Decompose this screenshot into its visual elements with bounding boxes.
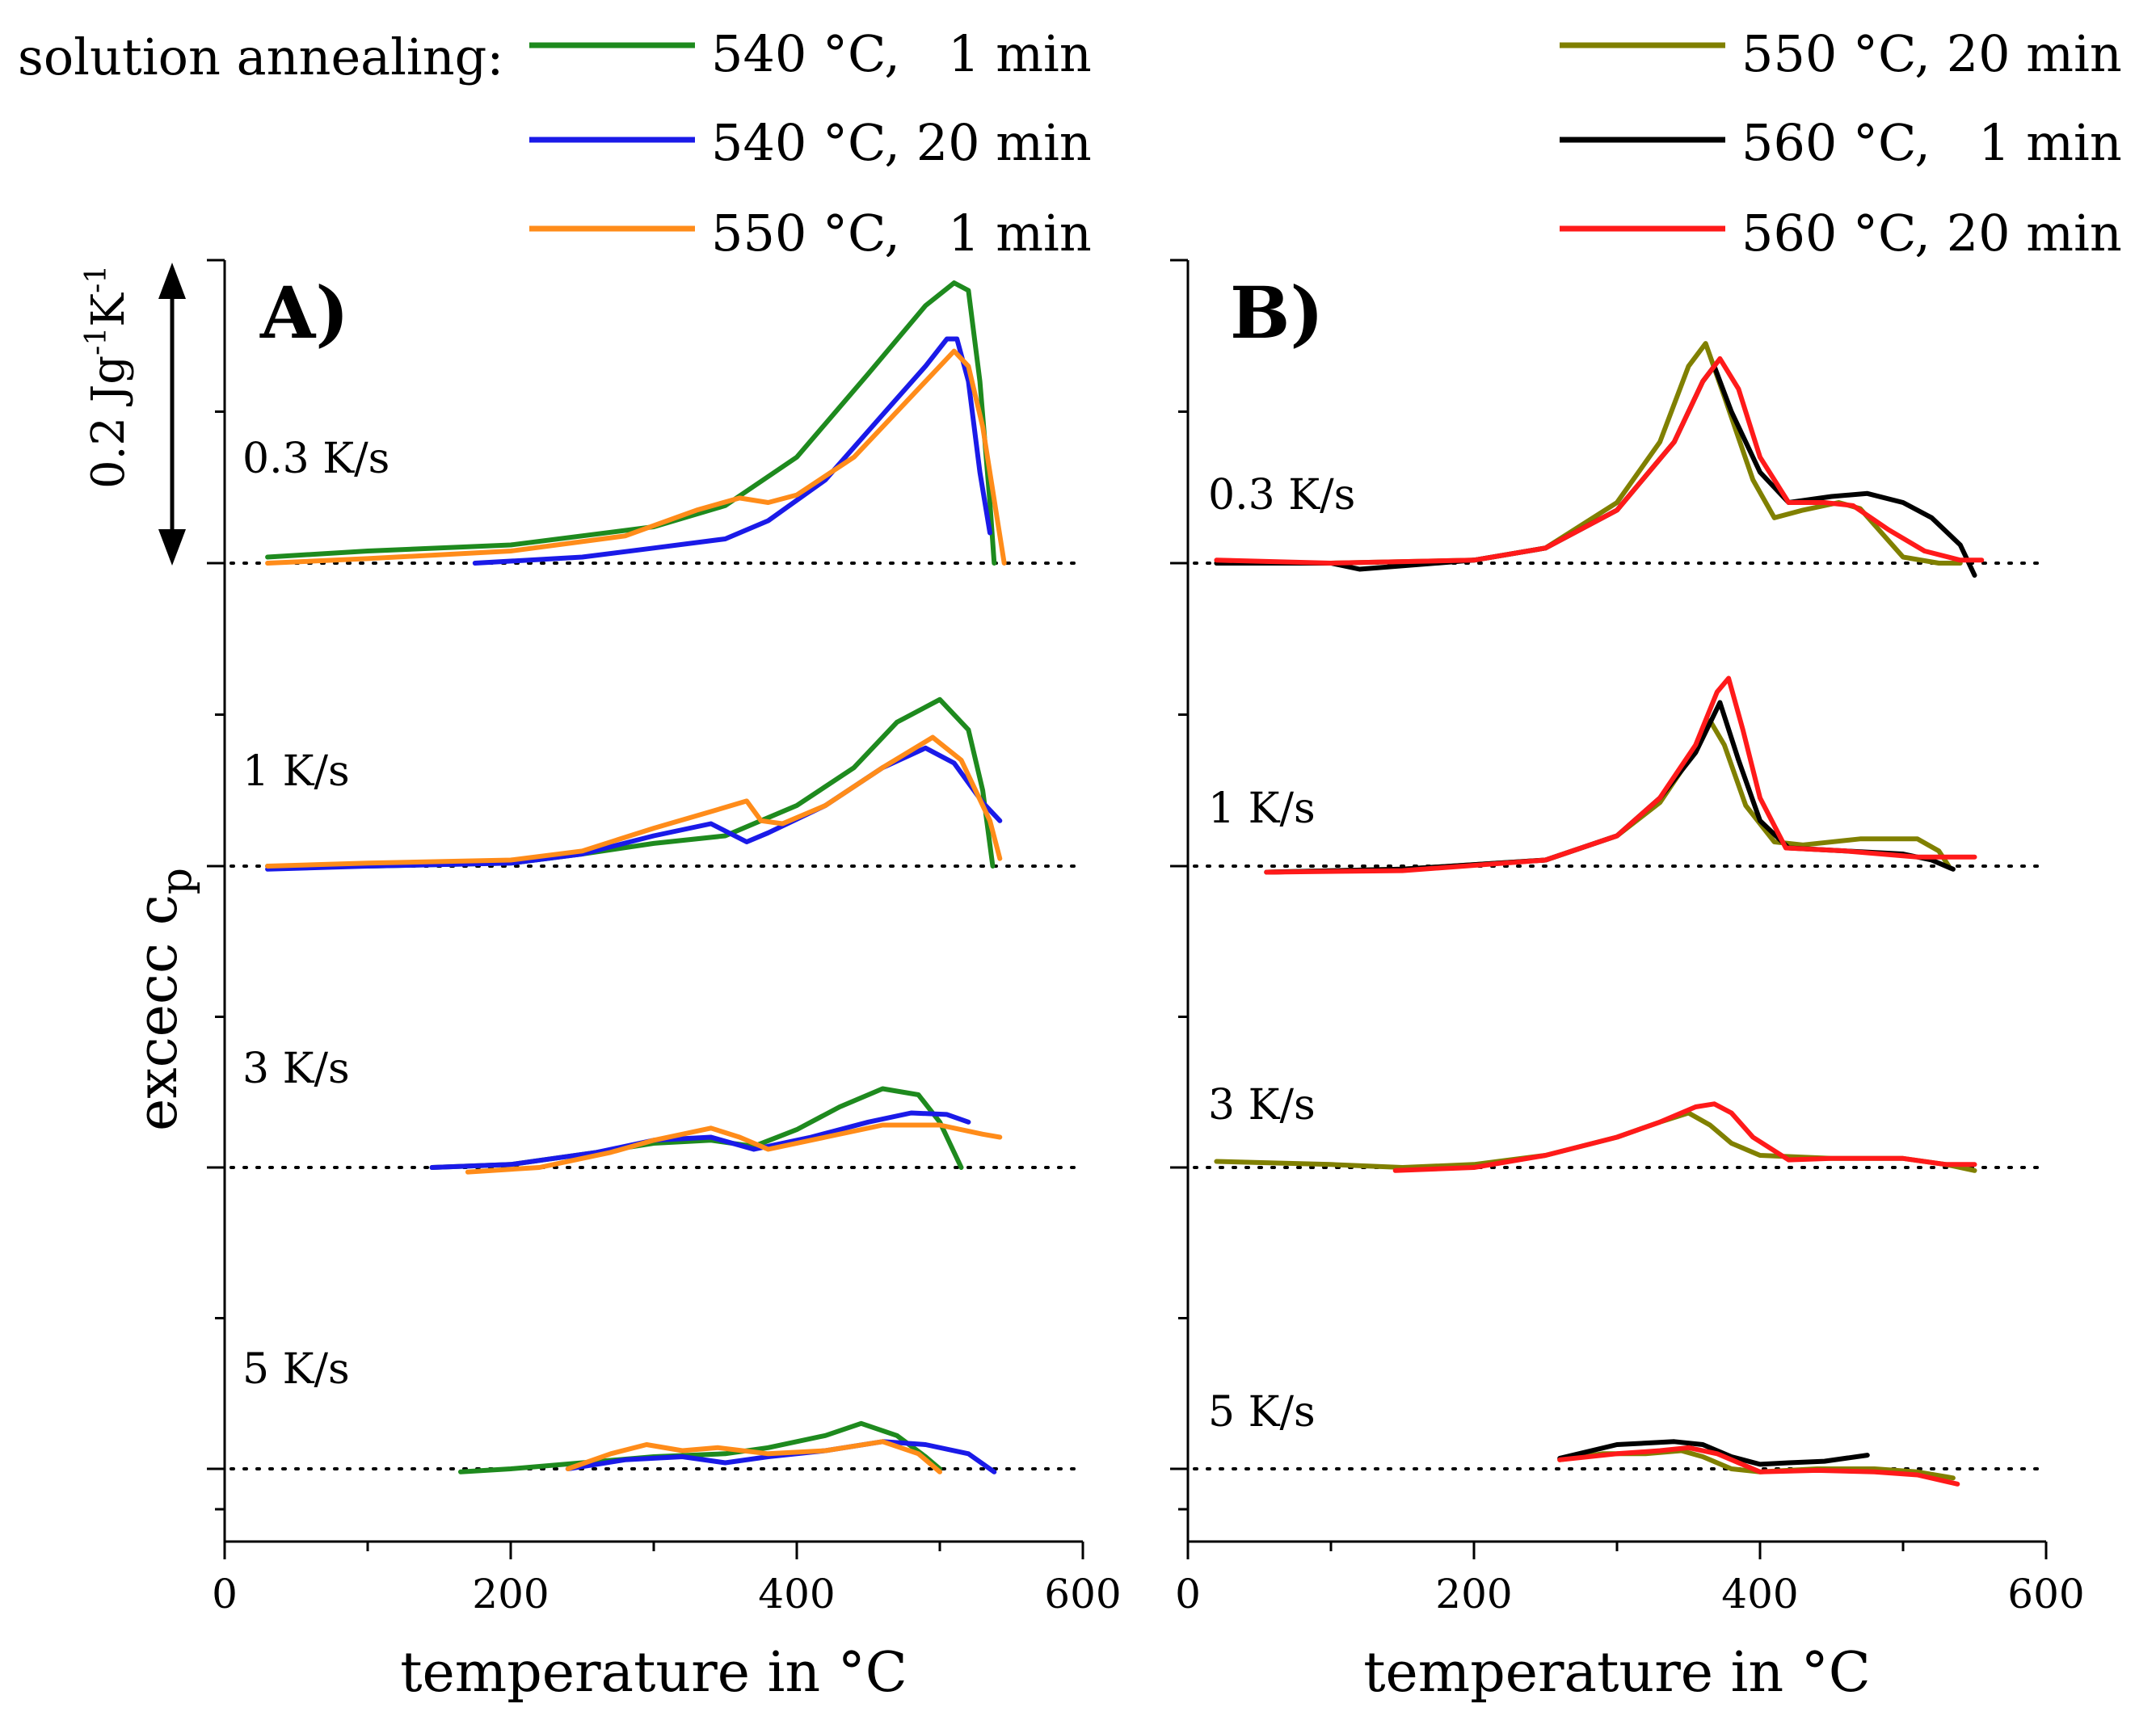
- series-line-560-c-20-min: [1557, 1445, 1960, 1487]
- scale-bar-label: 0.2 Jg-1K-1: [80, 265, 135, 489]
- x-tick-label: 400: [758, 1571, 835, 1618]
- series-line-540-c-20-min: [472, 336, 992, 566]
- series-line-540-c-1-min: [429, 1086, 964, 1170]
- panel-b: 0 200 400 600 temperature in °C B) 0.3 K/s 1 K/…: [1170, 259, 2085, 1705]
- series-line-560-c-20-min: [1264, 675, 1977, 875]
- rate-group-0-3-k-s: 0.3 K/s: [229, 280, 1078, 566]
- rate-group-3-k-s: 3 K/s: [1193, 1081, 2041, 1173]
- rate-label: 0.3 K/s: [242, 435, 390, 483]
- series-line-550-c-1-min: [265, 348, 1007, 566]
- rate-group-1-k-s: 1 K/s: [229, 696, 1078, 872]
- x-axis-title: temperature in °C: [400, 1641, 907, 1705]
- series-line-560-c-20-min: [1392, 1101, 1977, 1173]
- scale-bar: 0.2 Jg-1K-1: [80, 263, 186, 566]
- x-tick-label: 400: [1721, 1571, 1798, 1618]
- x-tick-label: 200: [1435, 1571, 1512, 1618]
- x-tick-label: 0: [212, 1571, 238, 1618]
- scale-bar-arrow-up: [158, 263, 186, 299]
- rate-label: 3 K/s: [242, 1045, 350, 1093]
- y-axis-title: excecc cp: [126, 868, 201, 1131]
- legend-label-540-20min: 540 °C, 20 min: [711, 113, 1092, 172]
- legend-label-540-1min: 540 °C, 1 min: [711, 24, 1092, 83]
- legend: solution annealing: 540 °C, 1 min 540 °C…: [18, 24, 2122, 263]
- rate-group-1-k-s: 1 K/s: [1193, 675, 2041, 875]
- x-tick-label: 600: [1044, 1571, 1121, 1618]
- rate-group-5-k-s: 5 K/s: [229, 1345, 1078, 1474]
- legend-label-550-20min: 550 °C, 20 min: [1741, 24, 2122, 83]
- panel-letter: B): [1230, 271, 1324, 355]
- panel-a: 0 200 400 600 temperature in °C A) 0.3 K/s 1 K/…: [207, 259, 1122, 1705]
- legend-label-560-1min: 560 °C, 1 min: [1741, 113, 2122, 172]
- scale-bar-exp2: -1: [80, 265, 113, 293]
- series-line-550-c-20-min: [1214, 341, 1963, 566]
- series-line-560-c-20-min: [1214, 355, 1985, 566]
- rate-label: 5 K/s: [1208, 1388, 1316, 1437]
- x-tick-label: 600: [2007, 1571, 2084, 1618]
- rate-group-5-k-s: 5 K/s: [1193, 1388, 2041, 1487]
- series-line-540-c-1-min: [265, 280, 997, 566]
- series-line-550-c-1-min: [565, 1439, 942, 1474]
- legend-label-550-1min: 550 °C, 1 min: [711, 204, 1092, 263]
- x-tick-label: 200: [472, 1571, 549, 1618]
- legend-title: solution annealing:: [18, 27, 503, 86]
- series-line-550-c-1-min: [265, 734, 1003, 869]
- x-tick-label: 0: [1175, 1571, 1201, 1618]
- rate-group-0-3-k-s: 0.3 K/s: [1193, 341, 2041, 578]
- series-line-550-c-1-min: [465, 1122, 1003, 1175]
- rate-group-3-k-s: 3 K/s: [229, 1045, 1078, 1175]
- series-line-540-c-20-min: [429, 1110, 971, 1170]
- rate-label: 3 K/s: [1208, 1081, 1316, 1130]
- rate-label: 5 K/s: [242, 1345, 350, 1394]
- scale-bar-arrow-down: [158, 529, 186, 566]
- series-line-540-c-20-min: [265, 745, 1003, 872]
- scale-bar-unit: K: [82, 292, 135, 327]
- rate-label: 1 K/s: [242, 747, 350, 796]
- legend-label-560-20min: 560 °C, 20 min: [1741, 204, 2122, 263]
- scale-bar-value: 0.2 Jg: [82, 355, 135, 489]
- y-axis-title-main: excecc c: [126, 894, 190, 1131]
- scale-bar-exp1: -1: [80, 327, 113, 355]
- series-line-560-c-1-min: [1557, 1439, 1870, 1467]
- panel-letter: A): [259, 271, 349, 355]
- x-axis-title: temperature in °C: [1363, 1641, 1871, 1705]
- rate-label: 0.3 K/s: [1208, 471, 1355, 520]
- series-line-560-c-1-min: [1264, 700, 1956, 875]
- rate-label: 1 K/s: [1208, 785, 1316, 833]
- y-axis-title-subscript: p: [153, 868, 201, 894]
